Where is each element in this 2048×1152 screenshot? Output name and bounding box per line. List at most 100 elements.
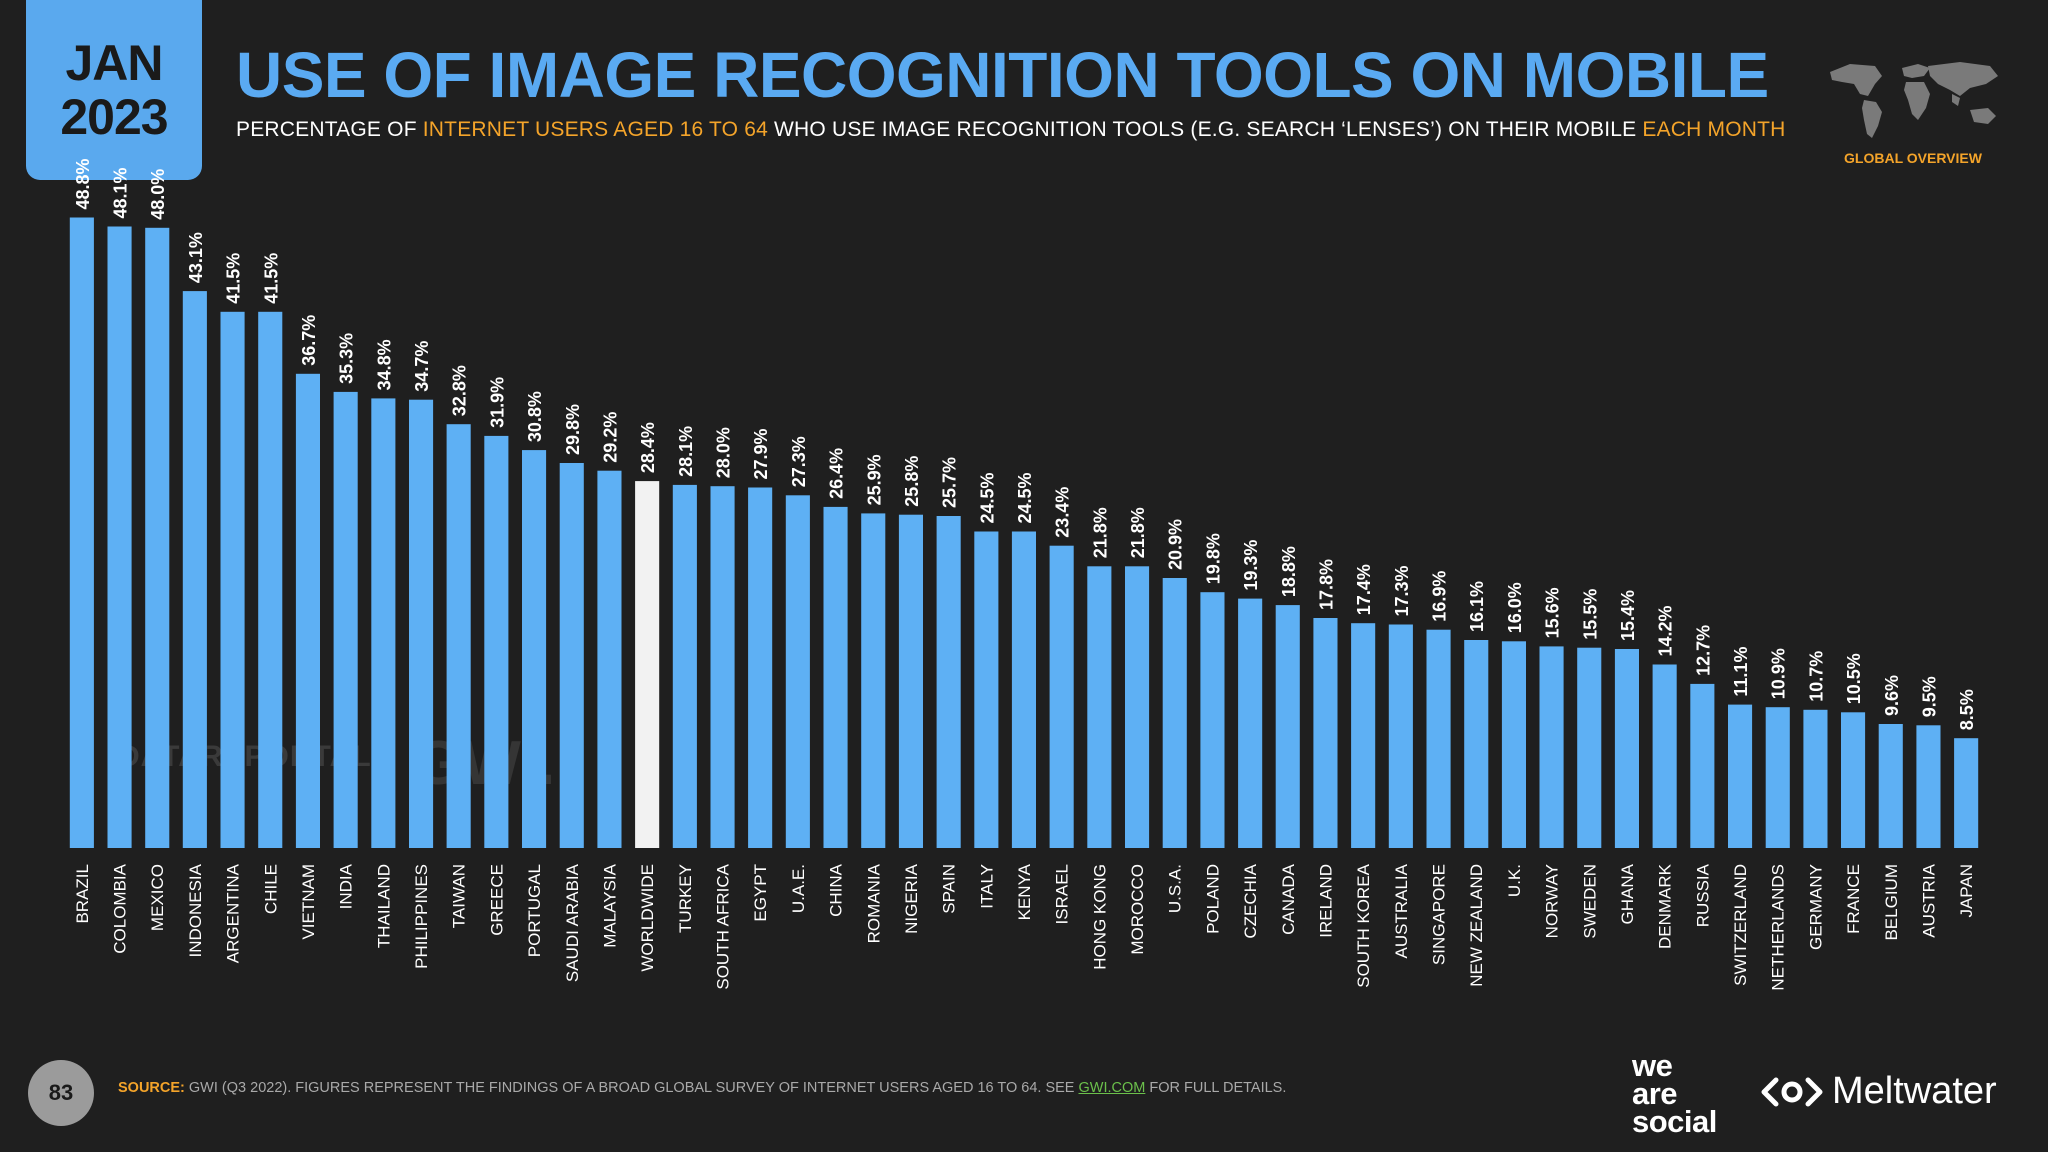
category-label: CANADA	[1279, 863, 1298, 935]
bar-denmark	[1652, 664, 1677, 848]
bar-malaysia	[597, 470, 622, 848]
value-label: 48.8%	[73, 158, 93, 209]
bar-greece	[484, 435, 509, 848]
category-label: GHANA	[1618, 863, 1637, 924]
category-label: AUSTRALIA	[1392, 863, 1411, 958]
bar-netherlands	[1765, 707, 1790, 848]
category-label: PORTUGAL	[525, 864, 544, 957]
category-label: AUSTRIA	[1920, 863, 1939, 937]
value-label: 29.2%	[601, 412, 621, 463]
meltwater-name: Meltwater	[1832, 1070, 1997, 1112]
value-label: 36.7%	[299, 315, 319, 366]
category-label: SWITZERLAND	[1731, 864, 1750, 986]
value-label: 31.9%	[487, 377, 507, 428]
category-label: RUSSIA	[1693, 863, 1712, 927]
bar-czechia	[1238, 598, 1263, 848]
category-label: GREECE	[487, 864, 506, 936]
value-label: 12.7%	[1693, 625, 1713, 676]
logo-line-social: social	[1632, 1104, 1717, 1139]
category-label: ITALY	[977, 864, 996, 909]
category-label: DENMARK	[1656, 863, 1675, 949]
value-label: 26.4%	[827, 448, 847, 499]
date-year: 2023	[60, 89, 168, 145]
bar-egypt	[748, 487, 773, 848]
bar-romania	[861, 513, 886, 848]
value-label: 18.8%	[1279, 546, 1299, 597]
value-label: 20.9%	[1166, 519, 1186, 570]
category-label: TAIWAN	[450, 864, 469, 928]
category-label: IRELAND	[1317, 864, 1336, 938]
subtitle-text-2: WHO USE IMAGE RECOGNITION TOOLS (E.G. SE…	[768, 118, 1643, 141]
value-label: 48.1%	[111, 167, 131, 218]
source-link[interactable]: GWI.COM	[1078, 1080, 1146, 1096]
bar-italy	[974, 531, 999, 848]
value-label: 34.7%	[412, 341, 432, 392]
category-label: CHILE	[261, 864, 280, 914]
bar-nigeria	[898, 514, 923, 848]
value-label: 16.0%	[1505, 582, 1525, 633]
category-label: TURKEY	[676, 864, 695, 933]
bar-poland	[1200, 592, 1225, 848]
category-label: COLOMBIA	[111, 863, 130, 953]
meltwater-logo: Meltwater	[1760, 1070, 1997, 1113]
value-label: 24.5%	[977, 472, 997, 523]
bar-france	[1841, 712, 1866, 848]
bar-singapore	[1426, 629, 1451, 848]
bar-argentina	[220, 311, 245, 848]
category-label: EGYPT	[751, 864, 770, 922]
bar-switzerland	[1728, 704, 1753, 848]
bar-south-africa	[710, 486, 735, 848]
category-label: SOUTH AFRICA	[714, 863, 733, 989]
category-label: SPAIN	[940, 864, 959, 914]
value-label: 41.5%	[224, 253, 244, 304]
bar-south-korea	[1351, 623, 1376, 848]
category-label: SINGAPORE	[1430, 864, 1449, 965]
category-label: MALAYSIA	[601, 863, 620, 947]
value-label: 17.8%	[1317, 559, 1337, 610]
value-label: 41.5%	[261, 253, 281, 304]
bar-belgium	[1878, 724, 1903, 848]
bar-japan	[1954, 738, 1979, 848]
category-label: SWEDEN	[1580, 864, 1599, 939]
category-label: ARGENTINA	[224, 863, 243, 963]
category-label: BELGIUM	[1882, 864, 1901, 941]
category-label: INDONESIA	[186, 863, 205, 957]
date-badge: JAN 2023	[26, 0, 202, 180]
page-subtitle: PERCENTAGE OF INTERNET USERS AGED 16 TO …	[236, 118, 1786, 142]
bar-portugal	[522, 450, 547, 848]
value-label: 24.5%	[1015, 472, 1035, 523]
value-label: 10.7%	[1806, 651, 1826, 702]
logo-line-we: we	[1632, 1048, 1673, 1083]
bar-ghana	[1614, 649, 1639, 848]
source-label: SOURCE:	[118, 1080, 185, 1096]
value-label: 15.4%	[1618, 590, 1638, 641]
category-label: NIGERIA	[902, 863, 921, 934]
value-label: 34.8%	[374, 339, 394, 390]
we-are-social-logo: we are social	[1632, 1048, 1717, 1139]
bar-hong-kong	[1087, 566, 1112, 848]
bar-vietnam	[295, 373, 320, 848]
category-label: MEXICO	[148, 864, 167, 931]
value-label: 30.8%	[525, 391, 545, 442]
source-tail: FOR FULL DETAILS.	[1145, 1080, 1287, 1096]
category-label: CHINA	[827, 863, 846, 917]
world-map-icon	[1830, 62, 1998, 138]
bar-spain	[936, 516, 961, 848]
bar-new-zealand	[1464, 640, 1489, 848]
value-label: 11.1%	[1731, 647, 1751, 697]
value-label: 27.9%	[751, 428, 771, 479]
bar-saudi-arabia	[559, 463, 584, 848]
value-label: 25.8%	[902, 456, 922, 507]
category-label: WORLDWIDE	[638, 864, 657, 972]
bar-worldwide	[635, 481, 660, 848]
category-label: CZECHIA	[1241, 863, 1260, 938]
category-label: FRANCE	[1844, 864, 1863, 934]
category-label: GERMANY	[1806, 864, 1825, 950]
category-label: NETHERLANDS	[1769, 864, 1788, 991]
value-label: 10.5%	[1844, 653, 1864, 704]
value-label: 25.9%	[864, 454, 884, 505]
bar-philippines	[409, 399, 434, 848]
bar-brazil	[69, 217, 94, 848]
category-label: U.K.	[1505, 864, 1524, 897]
bar-taiwan	[446, 424, 471, 848]
